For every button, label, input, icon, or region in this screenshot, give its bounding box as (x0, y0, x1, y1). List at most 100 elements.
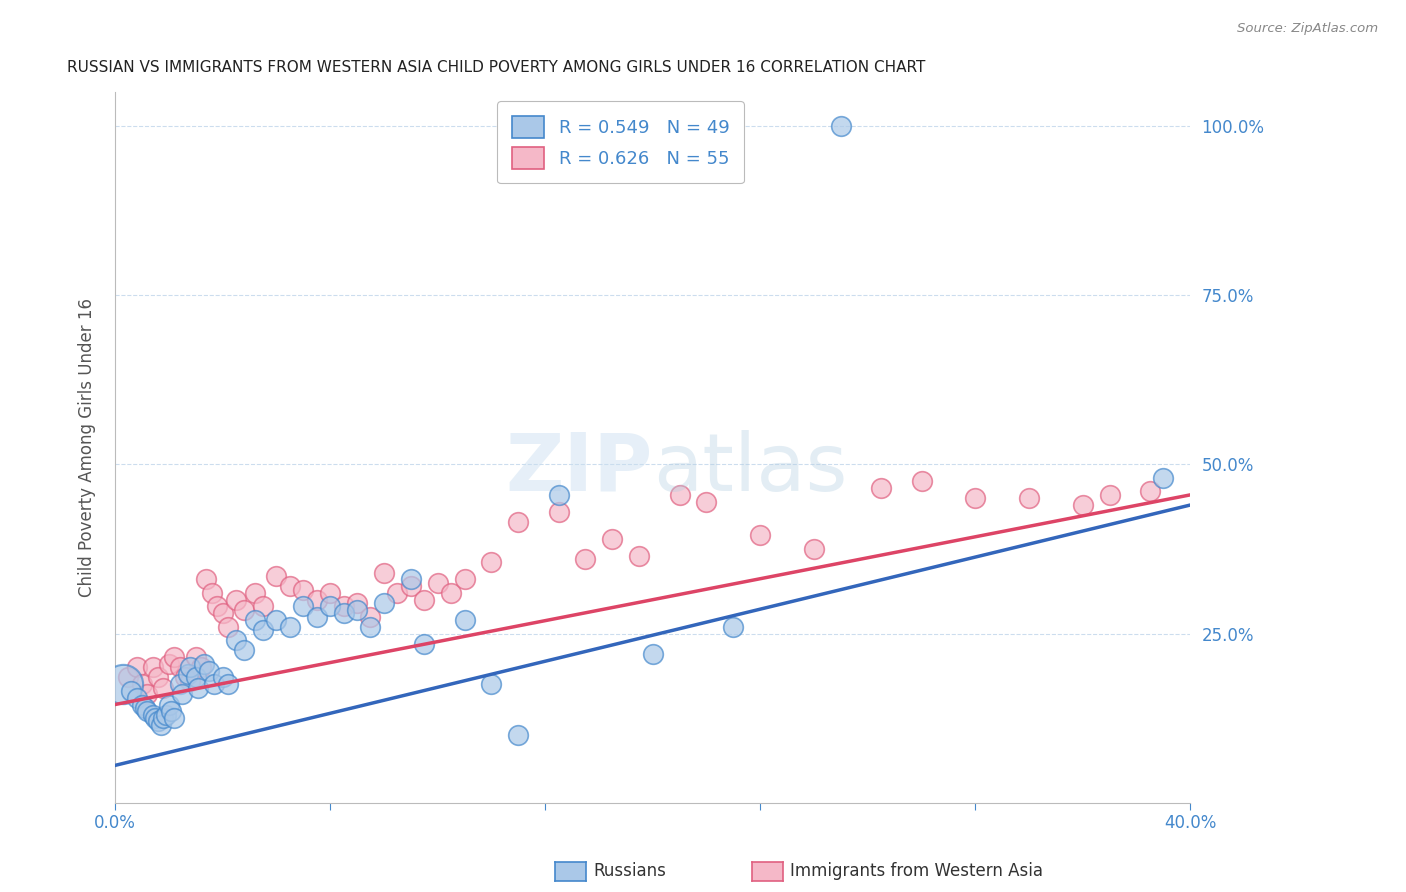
Point (149, 718, 172, 732)
Point (602, 532, 624, 546)
Point (870, 481, 893, 495)
Point (1098, 488, 1121, 502)
Point (399, 573, 422, 587)
Point (217, 620, 239, 634)
Point (252, 599, 274, 614)
Point (225, 633, 247, 648)
Point (143, 711, 166, 725)
Point (184, 670, 207, 684)
Point (641, 647, 664, 661)
Point (157, 657, 180, 671)
Point (211, 606, 233, 620)
Point (359, 620, 381, 634)
Legend: R = 0.549   N = 49, R = 0.626   N = 55: R = 0.549 N = 49, R = 0.626 N = 55 (498, 102, 744, 184)
Point (346, 603, 368, 617)
Text: Source: ZipAtlas.com: Source: ZipAtlas.com (1237, 22, 1378, 36)
Text: atlas: atlas (652, 430, 846, 508)
Point (965, 491, 987, 506)
Point (146, 714, 169, 729)
Text: ZIP: ZIP (505, 430, 652, 508)
Point (292, 582, 315, 597)
Point (198, 664, 221, 678)
Point (413, 592, 436, 607)
Point (152, 711, 174, 725)
Point (131, 677, 153, 691)
Point (426, 575, 449, 590)
Point (169, 677, 191, 691)
Point (184, 650, 207, 665)
Point (195, 573, 218, 587)
Point (266, 613, 288, 627)
Point (332, 599, 354, 614)
Point (1071, 498, 1094, 512)
Point (211, 670, 233, 684)
Point (266, 569, 288, 583)
Point (440, 586, 463, 600)
Point (172, 687, 194, 701)
Point (830, 120, 852, 134)
Point (1139, 484, 1161, 499)
Point (179, 673, 201, 688)
Point (233, 603, 256, 617)
Point (179, 660, 201, 674)
Point (305, 592, 328, 607)
Point (155, 707, 177, 722)
Point (193, 657, 215, 671)
Point (205, 599, 228, 614)
Point (163, 711, 186, 725)
Point (695, 494, 717, 508)
Point (910, 475, 932, 489)
Point (547, 488, 569, 502)
Point (125, 660, 148, 674)
Point (387, 586, 409, 600)
Point (723, 620, 745, 634)
Point (479, 677, 502, 691)
Point (243, 586, 266, 600)
Point (508, 515, 530, 529)
Point (152, 681, 174, 695)
Point (134, 701, 156, 715)
Point (373, 596, 395, 610)
Point (187, 681, 209, 695)
Point (319, 586, 342, 600)
Point (413, 637, 436, 651)
Point (508, 728, 530, 742)
Text: Russians: Russians (593, 863, 666, 880)
Point (803, 541, 825, 556)
Point (1153, 471, 1175, 485)
Point (305, 609, 328, 624)
Point (574, 552, 596, 566)
Point (190, 660, 212, 674)
Point (136, 704, 159, 718)
Point (373, 566, 395, 580)
Point (252, 623, 274, 637)
Point (453, 613, 475, 627)
Point (176, 667, 198, 681)
Point (346, 596, 368, 610)
Point (668, 488, 690, 502)
Point (131, 698, 153, 712)
Point (479, 556, 502, 570)
Point (1018, 491, 1040, 506)
Point (157, 698, 180, 712)
Point (292, 599, 315, 614)
Point (278, 620, 301, 634)
Point (117, 670, 139, 684)
Point (201, 586, 224, 600)
Point (142, 707, 165, 722)
Point (243, 613, 266, 627)
Point (160, 704, 183, 718)
Point (163, 650, 186, 665)
Point (453, 573, 475, 587)
Point (112, 677, 135, 691)
Y-axis label: Child Poverty Among Girls Under 16: Child Poverty Among Girls Under 16 (79, 298, 96, 597)
Point (169, 660, 191, 674)
Point (278, 579, 301, 593)
Point (120, 684, 142, 698)
Text: RUSSIAN VS IMMIGRANTS FROM WESTERN ASIA CHILD POVERTY AMONG GIRLS UNDER 16 CORRE: RUSSIAN VS IMMIGRANTS FROM WESTERN ASIA … (66, 60, 925, 75)
Point (399, 579, 422, 593)
Point (204, 677, 226, 691)
Point (125, 690, 148, 705)
Point (174, 670, 197, 684)
Point (547, 505, 569, 519)
